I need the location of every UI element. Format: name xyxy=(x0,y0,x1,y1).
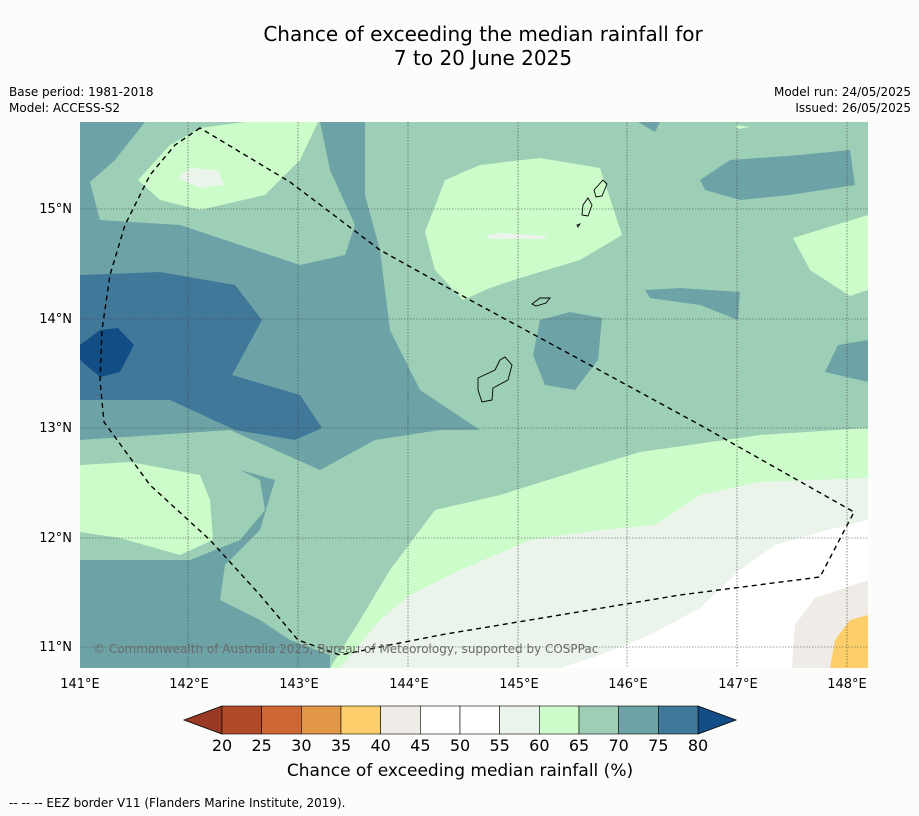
lon-label-143: 143°E xyxy=(279,677,319,692)
lat-label-15: 15°N xyxy=(39,202,72,217)
base-period: Base period: 1981-2018 xyxy=(9,85,154,99)
contour-70-75-east-2 xyxy=(645,288,740,320)
island-aguijan xyxy=(576,223,582,228)
contour-map: © Commonwealth of Australia 2025, Bureau… xyxy=(80,122,868,668)
colorbar-swatch xyxy=(221,705,262,735)
colorbar-tick-label: 75 xyxy=(648,736,668,755)
island-guam xyxy=(477,356,513,403)
model-run: Model run: 24/05/2025 xyxy=(773,85,911,99)
lat-label-13: 13°N xyxy=(39,421,72,436)
island-rota xyxy=(531,297,551,307)
colorbar-tick-label: 35 xyxy=(331,736,351,755)
colorbar-over-arrow xyxy=(697,705,738,735)
lon-labels: 141°E 142°E 143°E 144°E 145°E 146°E 147°… xyxy=(60,677,867,692)
lon-label-145: 145°E xyxy=(499,677,539,692)
contour-60-65-west xyxy=(80,462,213,555)
lat-label-14: 14°N xyxy=(39,312,72,327)
colorbar-swatch xyxy=(301,705,342,735)
contour-75-80 xyxy=(80,272,322,440)
contour-60-65-north xyxy=(138,122,318,210)
model-name: Model: ACCESS-S2 xyxy=(9,101,121,115)
title-line-2: 7 to 20 June 2025 xyxy=(393,46,573,70)
contour-55-60-central xyxy=(485,233,548,239)
contour-70-75-top xyxy=(638,122,660,132)
colorbar-tick-label: 70 xyxy=(608,736,628,755)
contour-80-plus xyxy=(80,328,134,377)
eez-border xyxy=(99,127,855,656)
colorbar-swatch xyxy=(459,705,500,735)
contour-70-75-east-3 xyxy=(825,340,868,382)
colorbar-tick-label: 80 xyxy=(688,736,708,755)
colorbar-title: Chance of exceeding median rainfall (%) xyxy=(286,761,634,781)
lon-label-144: 144°E xyxy=(389,677,429,692)
eez-note: -- -- -- EEZ border V11 (Flanders Marine… xyxy=(9,796,346,810)
lat-label-11: 11°N xyxy=(39,640,72,655)
contour-35-40 xyxy=(830,615,868,668)
colorbar-swatch xyxy=(658,705,699,735)
contour-60-65-east xyxy=(793,215,868,296)
contour-70-75-guam xyxy=(533,312,602,390)
lat-label-12: 12°N xyxy=(39,531,72,546)
colorbar-swatch xyxy=(420,705,461,735)
colorbar-under-arrow xyxy=(182,705,223,735)
contour-70-75-east-1 xyxy=(700,150,855,200)
island-tinian xyxy=(581,197,593,217)
lon-label-146: 146°E xyxy=(608,677,648,692)
islands xyxy=(477,179,608,403)
copyright-text: © Commonwealth of Australia 2025, Bureau… xyxy=(93,642,598,656)
colorbar-tick-label: 60 xyxy=(529,736,549,755)
graticule xyxy=(80,122,868,668)
meta-left: Base period: 1981-2018 Model: ACCESS-S2 xyxy=(9,84,154,116)
meta-right: Model run: 24/05/2025 Issued: 26/05/2025 xyxy=(774,84,911,116)
colorbar-swatch xyxy=(340,705,381,735)
lon-label-147: 147°E xyxy=(718,677,758,692)
colorbar: 20 25 30 35 40 45 50 55 60 65 70 75 80 xyxy=(182,705,738,755)
colorbar-tick-label: 45 xyxy=(410,736,430,755)
lat-labels: 15°N 14°N 13°N 12°N 11°N xyxy=(39,202,72,655)
lon-label-148: 148°E xyxy=(827,677,867,692)
contour-55-60-north xyxy=(178,168,224,188)
colorbar-swatch xyxy=(618,705,659,735)
colorbar-tick-label: 50 xyxy=(450,736,470,755)
colorbar-swatch xyxy=(499,705,540,735)
contour-60-65-ne-tip xyxy=(735,125,750,129)
title-line-1: Chance of exceeding the median rainfall … xyxy=(263,22,703,46)
island-saipan xyxy=(593,179,608,198)
colorbar-swatch xyxy=(380,705,421,735)
lon-label-142: 142°E xyxy=(169,677,209,692)
colorbar-swatch xyxy=(539,705,580,735)
colorbar-tick-label: 40 xyxy=(370,736,390,755)
lon-label-141: 141°E xyxy=(60,677,100,692)
contour-45-55 xyxy=(560,520,868,668)
colorbar-tick-label: 25 xyxy=(251,736,271,755)
colorbar-swatch xyxy=(261,705,302,735)
colorbar-tick-label: 65 xyxy=(569,736,589,755)
map-title: Chance of exceeding the median rainfall … xyxy=(0,22,919,70)
contour-60-65-central xyxy=(425,158,622,300)
colorbar-tick-label: 55 xyxy=(489,736,509,755)
issued-date: Issued: 26/05/2025 xyxy=(795,101,911,115)
colorbar-tick-label: 20 xyxy=(212,736,232,755)
colorbar-tick-label: 30 xyxy=(291,736,311,755)
colorbar-swatch xyxy=(578,705,619,735)
